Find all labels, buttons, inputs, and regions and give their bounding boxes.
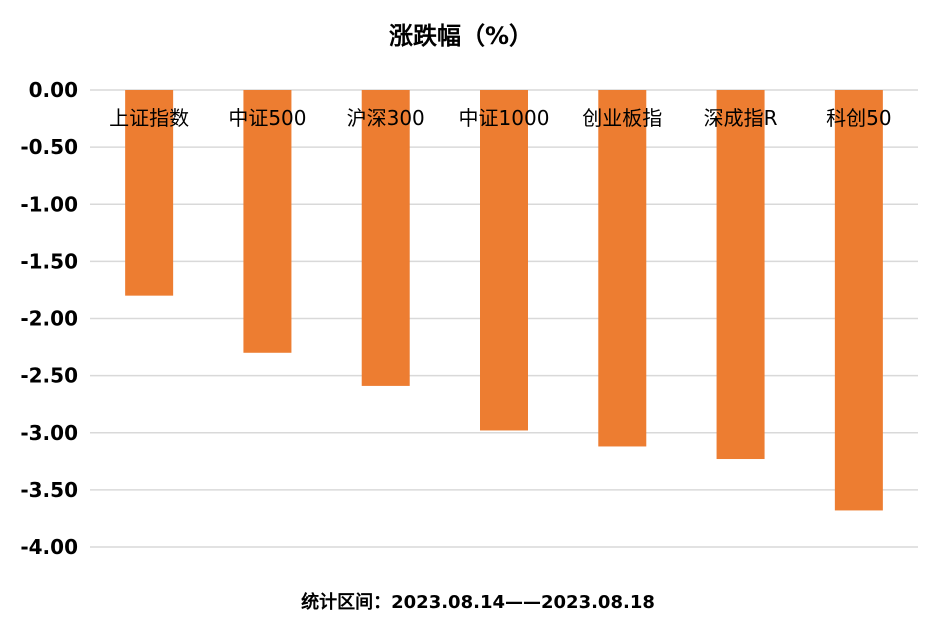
y-tick-label: -3.50 [20, 478, 78, 502]
x-category-label: 创业板指 [582, 106, 662, 130]
bar [834, 90, 883, 511]
y-tick-label: -3.00 [20, 421, 78, 445]
x-category-label: 科创50 [826, 106, 891, 130]
date-range-footer: 统计区间：2023.08.14——2023.08.18 [301, 591, 655, 613]
bar [480, 90, 528, 431]
y-tick-label: -4.00 [20, 535, 78, 559]
x-category-label: 中证1000 [459, 106, 550, 130]
y-tick-label: -2.50 [20, 364, 78, 388]
bar [598, 90, 647, 447]
y-tick-label: 0.00 [29, 78, 78, 102]
x-category-label: 深成指R [704, 106, 778, 130]
x-axis-category-labels: 上证指数 中证500 沪深300 中证1000 创业板指 深成指R 科创50 [109, 106, 891, 130]
chart-title: 涨跌幅（%） [389, 22, 533, 50]
x-category-label: 上证指数 [109, 106, 189, 130]
y-tick-label: -1.50 [20, 249, 78, 273]
y-tick-label: -0.50 [20, 135, 78, 159]
bar [243, 90, 292, 353]
x-category-label: 沪深300 [347, 106, 425, 130]
bar [361, 90, 410, 386]
bar [125, 90, 174, 296]
bar [716, 90, 765, 460]
y-tick-label: -2.00 [20, 307, 78, 331]
bars [125, 90, 883, 511]
y-axis-tick-labels: 0.00 -0.50 -1.00 -1.50 -2.00 -2.50 -3.00 -3.50 -… [20, 78, 78, 559]
x-category-label: 中证500 [228, 106, 306, 130]
y-tick-label: -1.00 [20, 192, 78, 216]
